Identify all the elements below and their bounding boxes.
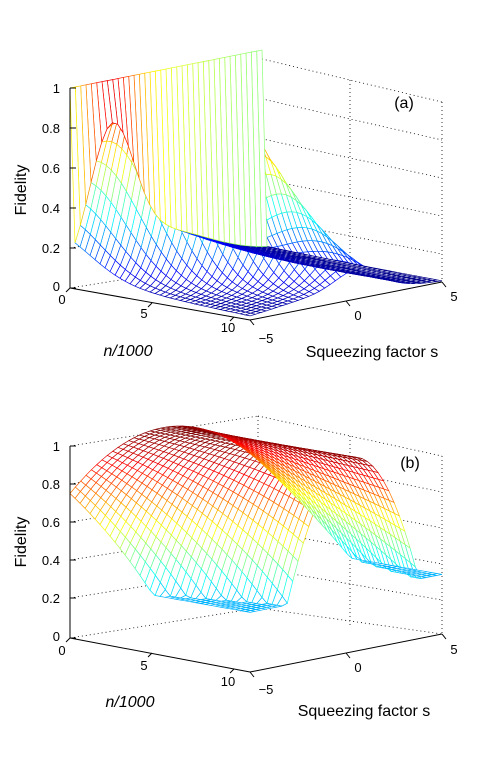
chart-a-y-label: Squeezing factor s [306, 344, 439, 361]
chart-a-z-tick: 0 [53, 279, 60, 294]
chart-a-surface [69, 49, 443, 317]
chart-a-axes [65, 87, 447, 326]
chart-b-z-tick: 0.4 [42, 553, 60, 568]
chart-b-surface [69, 425, 443, 613]
chart-b-z-label: Fidelity [13, 517, 30, 568]
chart-b-x-tick: 5 [140, 658, 147, 673]
chart-b-y-tick: 5 [450, 642, 457, 657]
chart-b-y-tick: 0 [354, 660, 361, 675]
chart-a-y-tick: −5 [259, 331, 274, 346]
chart-a-y-tick: 0 [354, 308, 361, 323]
chart-b-y-label: Squeezing factor s [298, 703, 431, 720]
chart-a-y-tick: 5 [450, 289, 457, 304]
chart-a-z-tick: 0.8 [42, 121, 60, 136]
chart-a-x-tick: 5 [140, 306, 147, 321]
chart-b-axes [65, 445, 447, 678]
chart-b-z-tick: 0 [53, 629, 60, 644]
chart-b-panel-label: (b) [400, 455, 420, 472]
chart-a-z-label: Fidelity [13, 165, 30, 216]
chart-a-z-tick: 0.2 [42, 241, 60, 256]
chart-a-panel-label: (a) [394, 95, 414, 112]
chart-b-y-tick: −5 [259, 682, 274, 697]
chart-a-labels: 1 0.8 0.6 0.4 0.2 0 0 5 10 −5 0 5 Fideli… [13, 81, 458, 361]
chart-b-x-label: n/1000 [106, 694, 155, 711]
chart-a-mesh-cell [69, 86, 81, 243]
chart-b-z-tick: 0.8 [42, 477, 60, 492]
chart-b-z-tick: 0.2 [42, 591, 60, 606]
chart-b-z-tick: 0.6 [42, 515, 60, 530]
chart-a-x-tick: 0 [58, 292, 65, 307]
chart-a-x-label: n/1000 [104, 343, 153, 360]
chart-b-mesh-cell [69, 486, 81, 499]
chart-b: 1 0.8 0.6 0.4 0.2 0 0 5 10 −5 0 5 Fideli… [13, 415, 458, 720]
chart-a-z-tick: 0.4 [42, 201, 60, 216]
chart-a-z-tick: 1 [53, 81, 60, 96]
chart-b-labels: 1 0.8 0.6 0.4 0.2 0 0 5 10 −5 0 5 Fideli… [13, 439, 458, 720]
chart-b-z-tick: 1 [53, 439, 60, 454]
chart-a-x-tick: 10 [221, 320, 235, 335]
chart-b-x-tick: 0 [58, 643, 65, 658]
chart-b-x-tick: 10 [221, 674, 235, 689]
chart-a-z-tick: 0.6 [42, 161, 60, 176]
chart-a: 1 0.8 0.6 0.4 0.2 0 0 5 10 −5 0 5 Fideli… [13, 49, 458, 361]
